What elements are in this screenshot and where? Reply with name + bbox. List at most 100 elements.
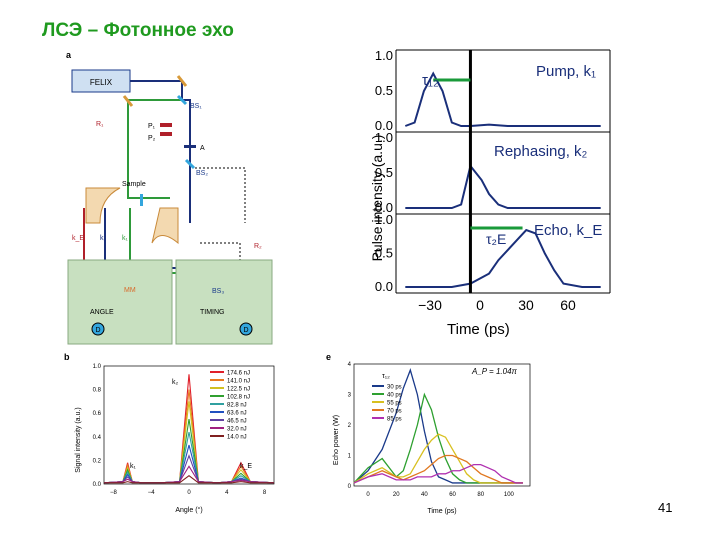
tau2e-label: τ₂E (486, 231, 506, 247)
r1-label: R₁ (96, 121, 104, 128)
ytick-label: 0.5 (375, 246, 393, 261)
b-ytick-label: 0.4 (93, 435, 102, 441)
b-legend-label: 46.5 nJ (227, 419, 247, 425)
b-series-line (103, 465, 275, 484)
ytick-label: 1.0 (375, 48, 393, 63)
timing-label: TIMING (200, 309, 225, 316)
mm-label: MM (124, 287, 136, 294)
mirror-icon (176, 75, 188, 87)
slide-title: ЛСЭ – Фотонное эхо (42, 20, 234, 41)
b-ytick-label: 0.6 (93, 411, 102, 417)
k2-label: k₂ (100, 235, 107, 242)
k1-label: k₁ (122, 235, 129, 242)
ke-label: k_E (72, 235, 84, 242)
ytick-label: 1.0 (375, 130, 393, 145)
pump-title: Pump, k₁ (536, 63, 596, 80)
b-peak-ke: k_E (240, 463, 252, 470)
detector-left-icon (91, 322, 105, 336)
bs2-icon (184, 158, 196, 170)
e-legend-label: 70 ps (387, 409, 402, 415)
trace-line (405, 163, 601, 209)
b-series-line (103, 401, 275, 484)
b-ytick-label: 1.0 (93, 364, 102, 370)
felix-label: FELIX (90, 78, 113, 87)
panel-a-label: a (66, 50, 72, 60)
ytick-label: 1.0 (375, 212, 393, 227)
polarizer-p2 (160, 132, 172, 136)
bs2-label: BS₂ (196, 170, 208, 177)
sample-icon (140, 194, 143, 206)
ytick-label: 0.5 (375, 165, 393, 180)
parabolic-mirror-right (151, 207, 179, 245)
ytick-label: 0.0 (375, 118, 393, 133)
angle-box (67, 259, 173, 345)
e-legend-label: 55 ps (387, 401, 402, 407)
e-xtick-label: 60 (449, 492, 456, 498)
b-xtick-label: 0 (187, 490, 191, 496)
e-xtick-label: 20 (393, 492, 400, 498)
sample-label: Sample (122, 181, 146, 188)
mirror-icon (122, 95, 134, 107)
b-legend-label: 63.6 nJ (227, 411, 247, 417)
trace-line (405, 228, 601, 288)
e-ytick-label: 0 (348, 484, 352, 490)
xtick-label: 0 (476, 297, 484, 313)
b-series-line (103, 454, 275, 484)
beam-dotted (195, 167, 246, 223)
angle-chart: b Signal intensity (a.u.) 1.0 0.8 0.6 0.4 0.… (64, 352, 275, 514)
timing-box (175, 259, 273, 345)
setup-diagram: a FELIX BS₁ R₁ P₁ P₂ A BS₂ Sample k_E k₂… (66, 50, 273, 345)
b-xtick-label: −4 (148, 490, 156, 496)
b-xtick-label: −8 (110, 490, 118, 496)
e-ap-label: A_P = 1.04π (471, 367, 518, 376)
a-label: A (200, 145, 205, 152)
traces-ylabel: Pulse intensity (a.u.) (369, 135, 385, 262)
r2-label: R₂ (254, 243, 262, 250)
e-xtick-label: 80 (477, 492, 484, 498)
b-xlabel: Angle (°) (175, 506, 202, 514)
panel-e-label: e (326, 352, 331, 362)
panel-b-label: b (64, 352, 70, 362)
e-ytick-label: 1 (348, 454, 352, 460)
time-axis-label: Time (ps) (447, 321, 510, 338)
rephasing-title: Rephasing, k₂ (494, 143, 588, 160)
p1-label: P₁ (148, 123, 156, 130)
e-series-line (353, 464, 523, 484)
xtick-label: 60 (560, 297, 576, 313)
b-series-line (103, 419, 275, 484)
e-legend-label: 85 ps (387, 417, 402, 423)
b-xtick-label: 4 (225, 490, 229, 496)
tau12-label: τ₁₂ (422, 72, 439, 89)
e-legend-title: τ₁₂ (382, 373, 390, 380)
b-frame (103, 365, 275, 485)
b-xtick-label: 8 (263, 490, 267, 496)
ytick-label: 0.5 (375, 83, 393, 98)
attenuator-a (184, 145, 196, 148)
e-legend-label: 30 ps (387, 385, 402, 391)
e-legend-label: 40 ps (387, 393, 402, 399)
ytick-label: 0.0 (375, 279, 393, 294)
b-legend-label: 14.0 nJ (227, 435, 247, 441)
p2-label: P₂ (148, 135, 156, 142)
detector-left-label: D (95, 327, 100, 334)
b-ytick-label: 0.2 (93, 458, 102, 464)
parabolic-mirror-left (85, 187, 121, 224)
b-peak-k1: k₁ (130, 463, 137, 470)
b-series-line (103, 431, 275, 484)
detector-right-icon (239, 322, 253, 336)
b-ytick-label: 0.8 (93, 388, 102, 394)
bs3-label: BS₃ (212, 288, 224, 295)
beam-main (130, 80, 191, 223)
e-series-line (353, 392, 523, 484)
pulse-traces-chart: Pulse intensity (a.u.) 1.00.50.01.00.50.… (369, 48, 611, 313)
polarizer-p1 (160, 123, 172, 127)
e-series-line (353, 368, 523, 484)
e-xtick-label: 100 (504, 492, 515, 498)
beam-green (127, 99, 182, 199)
b-legend-label: 82.8 nJ (227, 403, 247, 409)
e-ylabel: Echo power (W) (333, 415, 340, 465)
b-ylabel: Signal intensity (a.u.) (75, 407, 82, 472)
b-series-line (103, 444, 275, 484)
b-legend-label: 141.0 nJ (227, 379, 250, 385)
